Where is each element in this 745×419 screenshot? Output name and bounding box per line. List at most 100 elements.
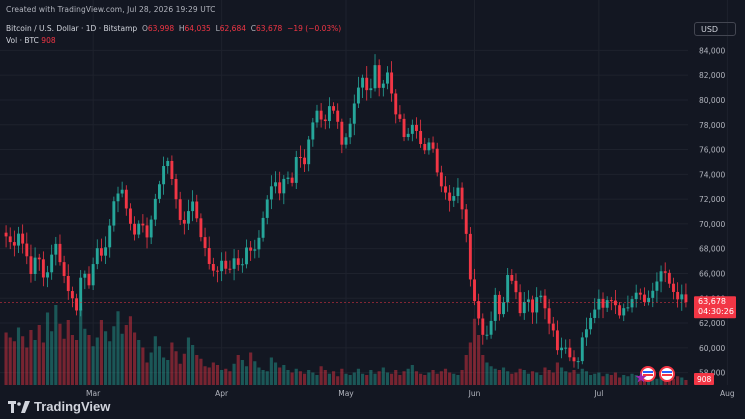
created-with-caption: Created with TradingView.com, Jul 28, 20…	[6, 5, 216, 14]
volume-bar	[443, 368, 448, 385]
volume-bar	[211, 362, 215, 385]
candle-body	[468, 233, 472, 280]
volume-bar	[294, 368, 298, 385]
candle-body	[182, 219, 186, 224]
candle-body	[381, 83, 385, 88]
volume-bar	[141, 347, 145, 385]
candle-body	[41, 259, 45, 278]
volume-bar	[87, 335, 91, 385]
volume-bar	[423, 375, 427, 385]
volume-bar	[228, 371, 232, 385]
symbol-name[interactable]: Bitcoin / U.S. Dollar · 1D · Bitstamp	[6, 24, 138, 33]
volume-bar	[609, 375, 613, 385]
y-tick-label: 76,000	[699, 146, 725, 155]
candle-body	[356, 87, 360, 104]
candle-body	[178, 199, 182, 220]
currency-button[interactable]: USD	[694, 22, 736, 36]
volume-bar	[79, 308, 83, 385]
volume-bar	[145, 362, 149, 385]
candle-body	[87, 273, 91, 286]
candle-body	[91, 264, 95, 286]
open-label: O	[141, 24, 148, 33]
candle-body	[294, 157, 298, 183]
candle-body	[427, 142, 431, 151]
y-tick-label: 84,000	[699, 46, 725, 55]
candle-body	[609, 300, 613, 302]
volume-bar	[66, 320, 70, 385]
candle-body	[526, 299, 530, 302]
volume-bar	[103, 331, 108, 385]
candle-body	[651, 290, 655, 298]
candlesticks	[4, 54, 688, 369]
candle-body	[257, 237, 261, 250]
volume-bar	[112, 326, 116, 385]
candle-body	[340, 121, 344, 145]
volume-bar	[414, 371, 419, 385]
candle-body	[676, 291, 680, 300]
tradingview-logo[interactable]: TradingView	[8, 399, 110, 414]
volume-bar	[601, 376, 605, 385]
volume-bar	[477, 335, 481, 385]
volume-bar	[323, 370, 327, 385]
candle-body	[448, 192, 452, 201]
candle-body	[174, 178, 178, 200]
volume-legend[interactable]: Vol · BTC 908	[6, 36, 56, 45]
volume-bar	[282, 365, 286, 385]
volume-bar	[514, 372, 518, 385]
volume-bar	[352, 372, 356, 385]
volume-bar	[265, 371, 269, 385]
candle-body	[216, 270, 219, 272]
time-axis[interactable]: Mar Apr May Jun Jul Aug	[86, 389, 735, 398]
candle-body	[21, 233, 25, 244]
symbol-legend[interactable]: Bitcoin / U.S. Dollar · 1D · Bitstamp O6…	[6, 24, 341, 33]
volume-label: Vol · BTC	[6, 36, 39, 45]
candle-body	[415, 124, 418, 131]
candle-body	[4, 232, 8, 237]
candle-body	[560, 347, 564, 351]
volume-bar	[191, 345, 195, 385]
candle-body	[576, 361, 580, 363]
volume-bar	[361, 373, 365, 385]
volume-bar	[8, 337, 12, 385]
volume-bar	[373, 373, 377, 385]
volume-bar	[220, 370, 224, 385]
y-tick-label: 74,000	[699, 170, 725, 179]
volume-bar	[497, 370, 501, 385]
candle-body	[162, 166, 166, 185]
us-flag-marker-2[interactable]	[659, 366, 675, 382]
candle-body	[456, 187, 460, 197]
candle-body	[332, 106, 336, 111]
candle-body	[191, 201, 195, 212]
candle-body	[158, 184, 161, 199]
candle-body	[282, 178, 286, 194]
volume-bar	[630, 373, 634, 385]
volume-bar	[128, 316, 133, 385]
candle-body	[514, 280, 518, 293]
candle-body	[601, 298, 605, 308]
volume-bar	[427, 372, 431, 385]
volume-bar	[489, 366, 493, 385]
volume-bar	[419, 373, 423, 385]
volume-bar	[232, 363, 236, 385]
candle-body	[431, 142, 435, 149]
volume-bar	[518, 368, 522, 385]
candle-body	[145, 225, 149, 238]
volume-bar	[468, 342, 472, 385]
candle-body	[50, 254, 54, 273]
y-tick-label: 82,000	[699, 71, 725, 80]
close-label: C	[250, 24, 257, 33]
volume-bar	[58, 323, 62, 385]
candle-body	[406, 133, 410, 138]
candle-body	[605, 300, 609, 308]
volume-bar	[510, 373, 514, 385]
candle-body	[547, 308, 551, 324]
volume-bar	[676, 376, 680, 385]
volume-bar	[406, 368, 410, 385]
star-marker-icon[interactable]	[635, 372, 647, 383]
candle-body	[377, 65, 381, 88]
volume-bar	[178, 363, 182, 385]
volume-bar	[12, 341, 16, 385]
volume-bar	[120, 333, 124, 385]
